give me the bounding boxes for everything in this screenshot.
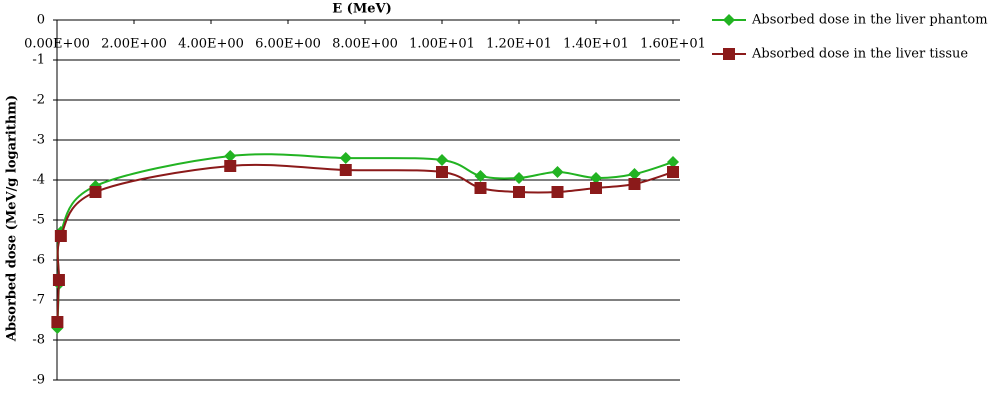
legend-label: Absorbed dose in the liver phantom <box>751 13 988 28</box>
data-point <box>339 164 352 176</box>
data-point <box>628 178 641 190</box>
x-tick-label: 4.00E+00 <box>178 37 244 52</box>
data-point <box>89 186 102 198</box>
legend-marker <box>723 14 735 26</box>
data-point <box>590 172 602 184</box>
data-point <box>474 170 487 182</box>
y-tick-label: 0 <box>37 13 45 28</box>
x-tick-label: 1.20E+01 <box>486 37 552 52</box>
chart-title: E (MeV) <box>332 2 391 17</box>
data-point <box>436 166 448 178</box>
data-point <box>551 186 564 198</box>
y-tick-label: -7 <box>32 293 45 308</box>
x-tick-label: 8.00E+00 <box>332 37 398 52</box>
data-point <box>52 274 65 286</box>
data-point <box>590 182 602 194</box>
y-axis-label: Absorbed dose (MeV/g logarithm) <box>5 95 20 342</box>
legend-label: Absorbed dose in the liver tissue <box>751 47 968 62</box>
x-tick-label: 1.40E+01 <box>563 37 629 52</box>
data-point <box>51 316 64 328</box>
data-point <box>551 166 564 178</box>
y-tick-label: -4 <box>32 173 45 188</box>
y-tick-label: -3 <box>32 133 45 148</box>
data-point <box>628 168 641 180</box>
y-tick-label: -8 <box>32 333 45 348</box>
legend-marker <box>723 48 735 60</box>
x-tick-label: 2.00E+00 <box>101 37 167 52</box>
y-tick-label: -2 <box>32 93 45 108</box>
data-point <box>667 166 679 178</box>
data-point <box>436 154 448 166</box>
data-point <box>667 156 679 168</box>
data-point <box>54 230 67 242</box>
y-tick-label: -5 <box>32 213 45 228</box>
data-point <box>513 172 525 184</box>
data-point <box>474 182 487 194</box>
x-tick-label: 6.00E+00 <box>255 37 321 52</box>
data-point <box>224 150 237 162</box>
y-tick-label: -9 <box>32 373 45 388</box>
x-tick-label: 1.00E+01 <box>409 37 475 52</box>
series-line <box>56 163 674 323</box>
data-point <box>339 152 352 164</box>
data-point <box>513 186 525 198</box>
y-tick-label: -6 <box>32 253 45 268</box>
data-point <box>224 160 237 172</box>
y-tick-label: -1 <box>32 53 45 68</box>
x-tick-label: 1.60E+01 <box>640 37 706 52</box>
x-tick-label: 0.00E+00 <box>24 37 90 52</box>
